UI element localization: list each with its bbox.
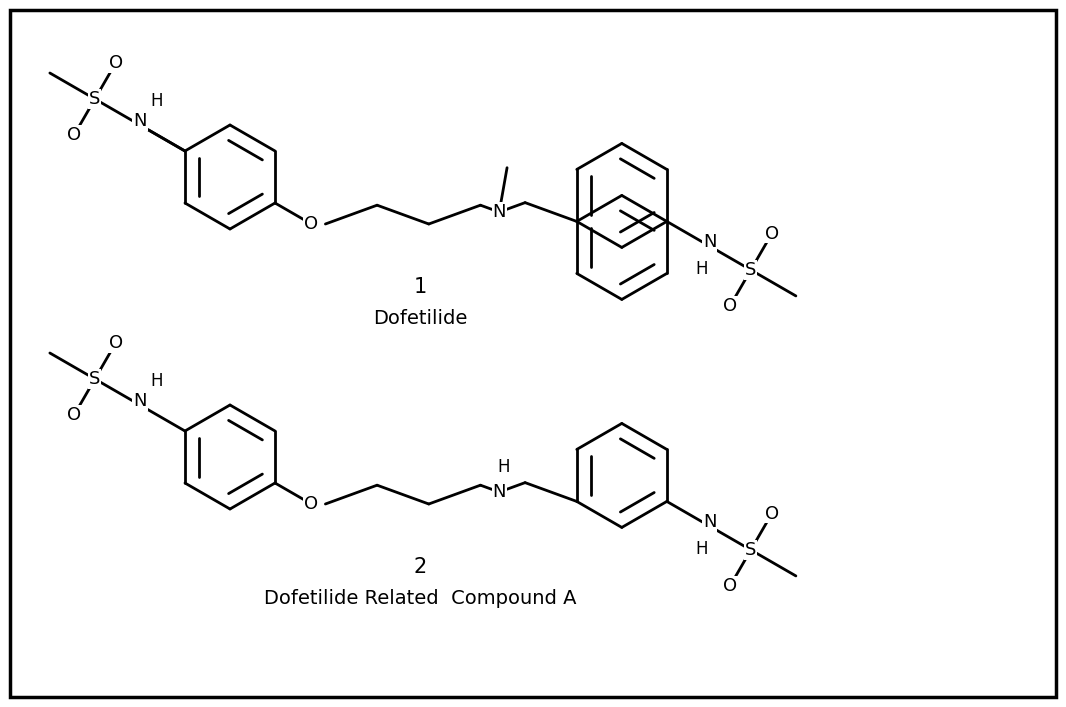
Text: O: O bbox=[109, 334, 123, 351]
Text: H: H bbox=[150, 92, 163, 110]
Text: 2: 2 bbox=[414, 557, 426, 577]
Text: N: N bbox=[133, 392, 147, 410]
Text: O: O bbox=[67, 407, 81, 424]
Text: N: N bbox=[704, 233, 716, 251]
Text: N: N bbox=[133, 112, 147, 130]
Text: N: N bbox=[492, 203, 506, 221]
Text: S: S bbox=[90, 370, 100, 388]
Text: O: O bbox=[764, 505, 779, 522]
Text: N: N bbox=[492, 483, 506, 501]
Text: Dofetilide Related  Compound A: Dofetilide Related Compound A bbox=[263, 590, 577, 609]
Text: H: H bbox=[497, 458, 510, 476]
Text: S: S bbox=[745, 261, 757, 279]
Text: H: H bbox=[150, 372, 163, 390]
Text: O: O bbox=[109, 54, 123, 71]
Text: Dofetilide: Dofetilide bbox=[373, 310, 467, 329]
Text: O: O bbox=[67, 127, 81, 144]
Text: N: N bbox=[704, 513, 716, 531]
Text: O: O bbox=[723, 298, 737, 315]
Text: O: O bbox=[723, 578, 737, 595]
Text: H: H bbox=[695, 260, 708, 278]
Text: H: H bbox=[695, 540, 708, 558]
Text: O: O bbox=[764, 225, 779, 243]
Text: 1: 1 bbox=[414, 277, 426, 297]
Text: O: O bbox=[305, 215, 319, 233]
Text: S: S bbox=[90, 90, 100, 108]
Text: O: O bbox=[305, 495, 319, 513]
Text: S: S bbox=[745, 541, 757, 559]
